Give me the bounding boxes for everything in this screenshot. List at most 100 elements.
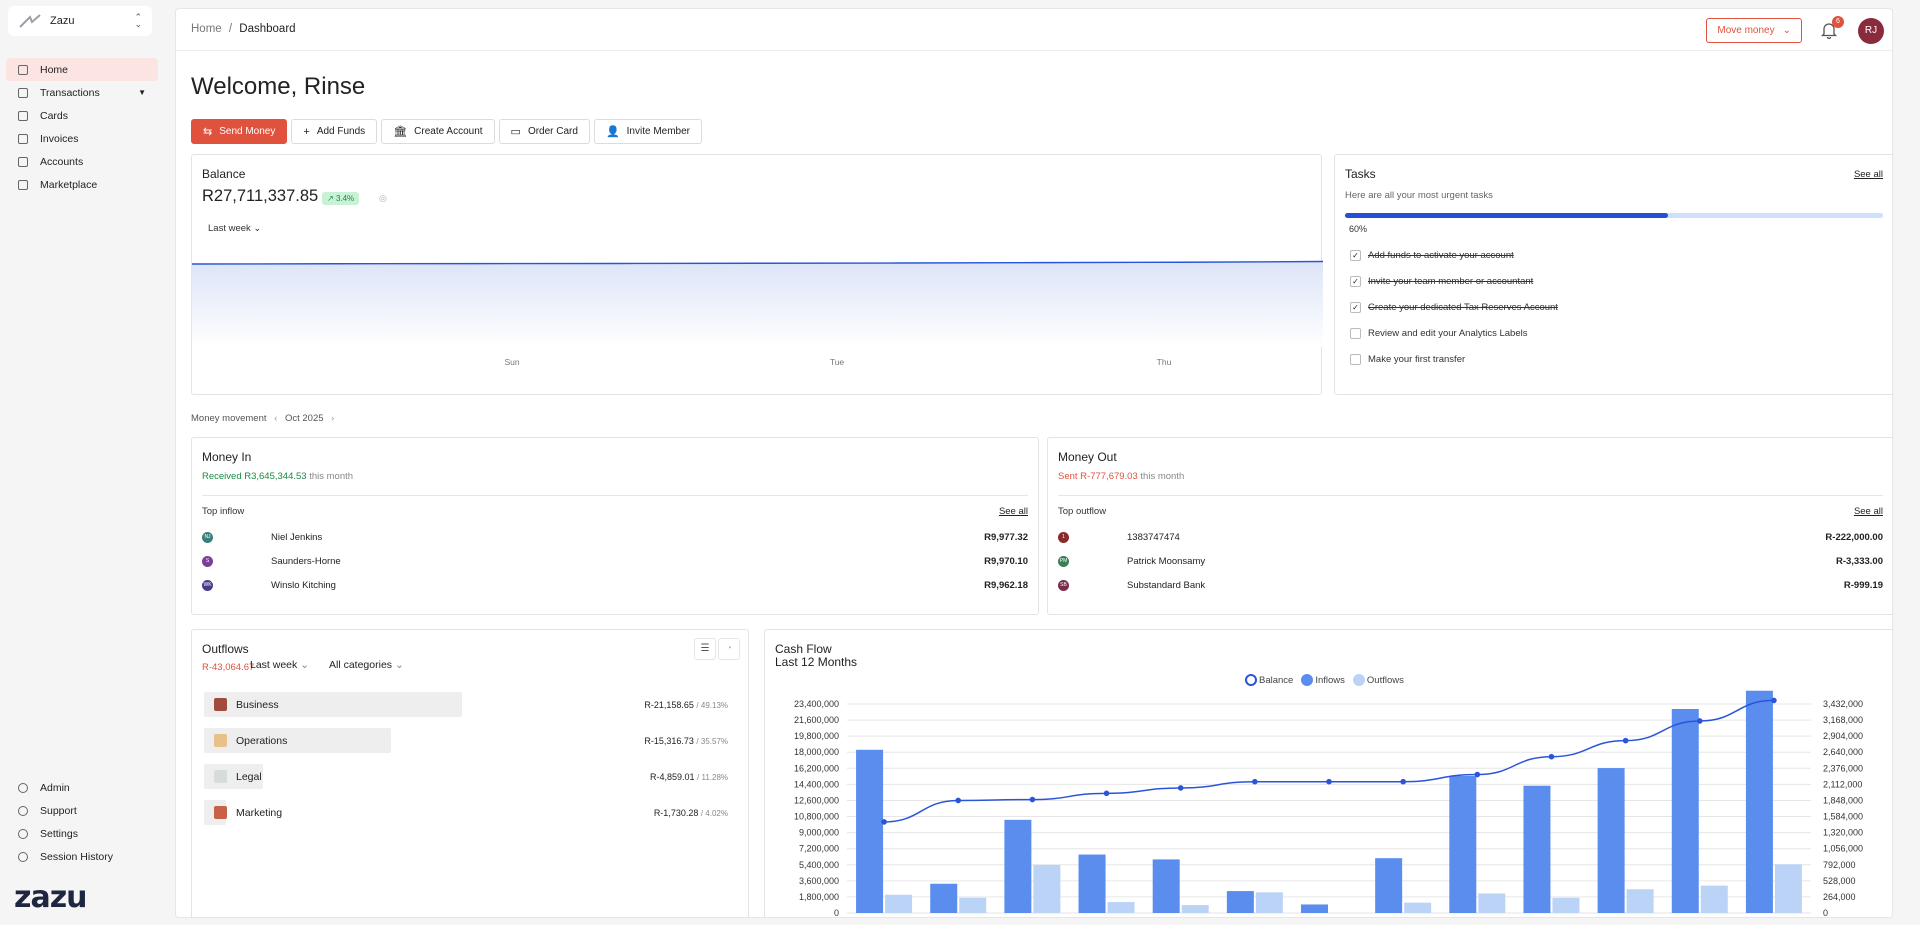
balance-point[interactable] [955,797,962,804]
outflow-bar[interactable] [1404,902,1432,913]
breadcrumb-home[interactable]: Home [191,23,222,35]
outflow-bar[interactable] [1552,897,1580,913]
move-money-button[interactable]: Move money ⌄ [1706,18,1802,43]
sidebar-item-session-history[interactable]: Session History [6,845,158,868]
balance-point[interactable] [1103,790,1110,797]
inflow-bar[interactable] [1449,775,1477,913]
balance-point[interactable] [1177,785,1184,791]
inflow-bar[interactable] [1301,904,1328,913]
outflows-category-select[interactable]: All categories ⌄ [329,659,404,671]
legend-balance[interactable]: Balance [1245,674,1293,686]
outflows-view-toggle: ☰ ◔ [694,638,740,660]
sidebar-item-invoices[interactable]: Invoices [6,127,158,150]
legend-inflows[interactable]: Inflows [1301,674,1345,686]
prev-month-button[interactable]: ‹ [274,413,278,424]
outflow-bar[interactable] [1478,893,1506,913]
counterparty-name: Patrick Moonsamy [1127,555,1206,567]
balance-point[interactable] [1252,778,1258,785]
inflow-bar[interactable] [1226,891,1254,913]
list-item[interactable]: NJ Niel Jenkins R9,977.32 [202,527,1028,547]
sidebar-item-accounts[interactable]: Accounts [6,150,158,173]
balance-card: Balance R27,711,337.85 ↗ 3.4% ◎ Last wee… [191,154,1323,395]
task-item[interactable]: ✓ Create your dedicated Tax Reserves Acco… [1350,302,1558,313]
balance-period-select[interactable]: Last week ⌄ [208,223,261,234]
outflow-category-row[interactable]: Legal R-4,859.01 / 11.28% [204,764,728,789]
outflow-bar[interactable] [959,897,987,913]
outflow-bar[interactable] [1255,892,1283,913]
task-item[interactable]: ✓ Invite your team member or accountant [1350,276,1533,287]
send-money-button[interactable]: ⇆ Send Money [191,119,288,144]
balance-point[interactable] [1029,796,1036,803]
sidebar-item-support[interactable]: Support [6,799,158,822]
list-item[interactable]: 1 1383747474 R-222,000.00 [1058,527,1883,547]
pie-view-icon[interactable]: ◔ [718,638,740,660]
balance-point[interactable] [1548,753,1555,760]
outflow-category-row[interactable]: Business R-21,158.65 / 49.13% [204,692,728,717]
task-checkbox[interactable]: ✓ [1350,302,1361,313]
balance-point[interactable] [881,819,887,825]
balance-point[interactable] [1696,718,1703,724]
inflow-bar[interactable] [1078,854,1106,913]
add-funds-button[interactable]: + Add Funds [291,119,378,144]
inflow-bar[interactable] [1375,858,1403,913]
task-item[interactable]: ✓ Add funds to activate your account [1350,250,1514,261]
task-checkbox[interactable]: ✓ [1350,250,1361,261]
task-checkbox[interactable]: ✓ [1350,276,1361,287]
next-month-button[interactable]: › [331,413,335,424]
balance-point[interactable] [1622,737,1629,744]
list-item[interactable]: WK Winslo Kitching R9,962.18 [202,575,1028,595]
outflow-bar[interactable] [1700,885,1728,913]
org-switcher[interactable]: Zazu ⌃ ⌄ [8,6,152,36]
sidebar-item-admin[interactable]: Admin [6,776,158,799]
outflow-bar[interactable] [1774,864,1802,913]
bar-view-icon[interactable]: ☰ [694,638,716,660]
order-card-button[interactable]: ▭ Order Card [498,119,590,144]
right-axis-tick: 3,168,000 [1823,715,1863,725]
balance-point[interactable] [1400,778,1406,785]
sidebar-item-cards[interactable]: Cards [6,104,158,127]
inflow-bar[interactable] [1597,768,1625,913]
create-account-button[interactable]: 🏛 Create Account [381,119,495,144]
outflow-bar[interactable] [1107,902,1135,913]
list-item[interactable]: SB Substandard Bank R-999.19 [1058,575,1883,595]
inflow-bar[interactable] [1004,819,1032,913]
inflow-bar[interactable] [1671,708,1699,913]
inflow-bar[interactable] [1745,690,1773,913]
task-checkbox[interactable] [1350,354,1361,365]
outflow-bar[interactable] [885,894,913,913]
bell-icon[interactable] [1820,21,1838,39]
counterparty-name: Niel Jenkins [271,531,323,543]
hide-balance-icon[interactable]: ◎ [379,193,387,203]
outflows-period-select[interactable]: Last week ⌄ [250,659,309,671]
sidebar-item-marketplace[interactable]: Marketplace [6,173,158,196]
outflow-category-row[interactable]: Marketing R-1,730.28 / 4.02% [204,800,728,825]
inflow-bar[interactable] [1523,785,1551,913]
sidebar-item-settings[interactable]: Settings [6,822,158,845]
inflow-bar[interactable] [930,883,958,913]
sidebar-item-home[interactable]: Home [6,58,158,81]
outflow-category-row[interactable]: Operations R-15,316.73 / 35.57% [204,728,728,753]
task-item[interactable]: Review and edit your Analytics Labels [1350,328,1527,339]
outflow-bar[interactable] [1033,864,1061,913]
avatar[interactable]: RJ [1858,18,1884,44]
outflow-bar[interactable] [1181,905,1209,913]
money-in-see-all-link[interactable]: See all [998,506,1028,517]
sidebar-item-transactions[interactable]: Transactions ▼ [6,81,158,104]
outflow-bar[interactable] [1626,889,1654,913]
left-axis-tick: 18,000,000 [794,747,839,757]
inflow-bar[interactable] [1152,859,1180,913]
invite-member-button[interactable]: 👤 Invite Member [593,119,703,144]
task-checkbox[interactable] [1350,328,1361,339]
balance-point[interactable] [1326,778,1332,785]
legend-outflows[interactable]: Outflows [1352,674,1404,686]
money-out-see-all-link[interactable]: See all [1853,506,1883,517]
list-item[interactable]: PM Patrick Moonsamy R-3,333.00 [1058,551,1883,571]
inflow-bar[interactable] [856,749,884,913]
cash-flow-subtitle: Last 12 Months [775,655,858,669]
list-item[interactable]: S Saunders-Horne R9,970.10 [202,551,1028,571]
tasks-see-all-link[interactable]: See all [1853,169,1883,180]
balance-point[interactable] [1771,697,1777,704]
send-money-icon: ⇆ [203,126,213,138]
balance-point[interactable] [1474,771,1481,778]
task-item[interactable]: Make your first transfer [1350,354,1465,365]
